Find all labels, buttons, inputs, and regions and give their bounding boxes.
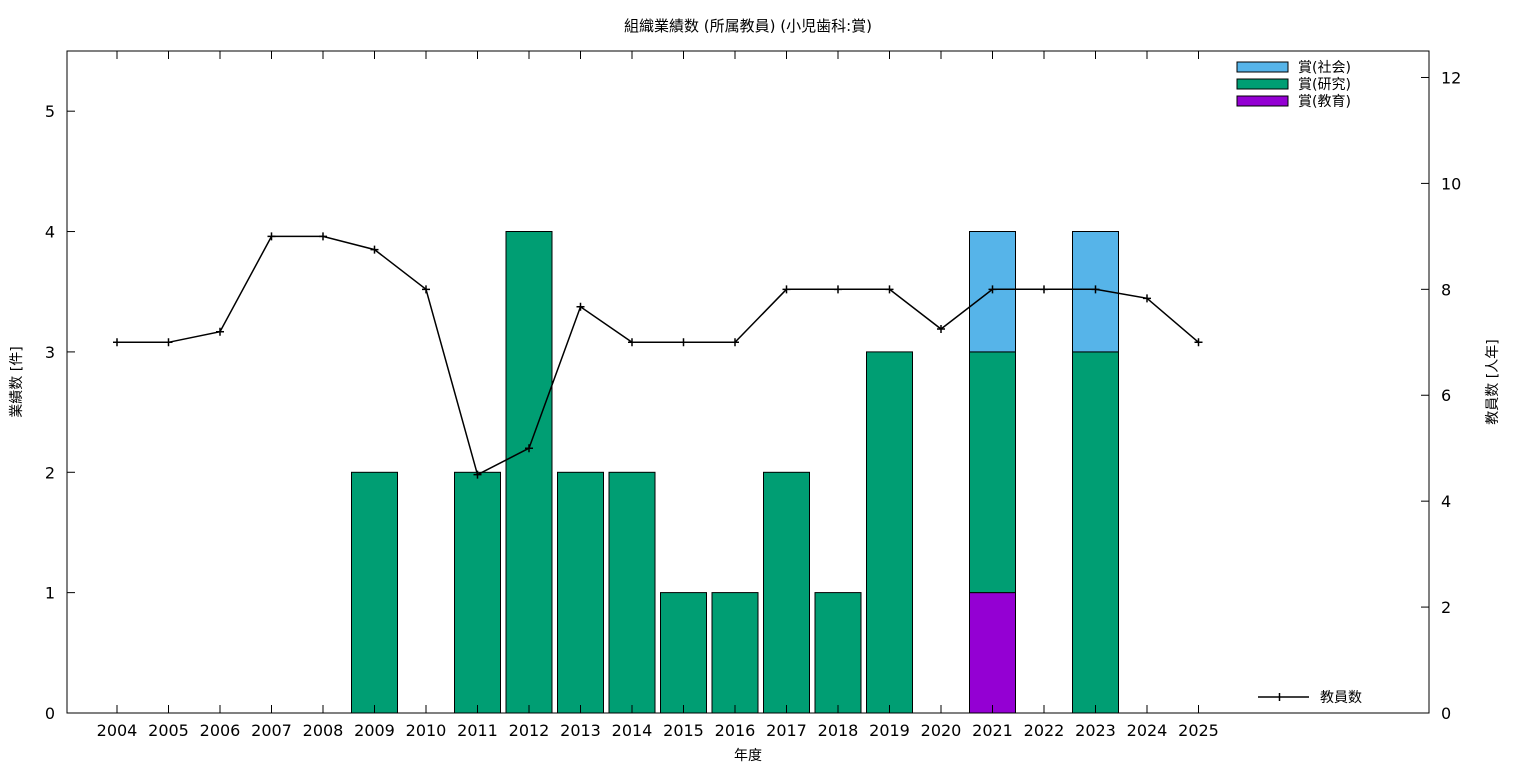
line-point-2022 <box>1040 285 1048 294</box>
line-point-2019 <box>885 285 894 294</box>
y-tick-label-3: 3 <box>45 343 55 362</box>
line-point-2005 <box>164 338 173 347</box>
line-point-2015 <box>679 338 688 347</box>
bar-2016-series-1 <box>711 592 759 714</box>
legend-swatch-2 <box>1236 95 1289 107</box>
x-tick-label-2005: 2005 <box>148 721 189 740</box>
line-point-2012 <box>525 444 533 453</box>
line-point-2008 <box>319 232 327 241</box>
bar-2014-series-1 <box>608 471 656 714</box>
x-tick-label-2019: 2019 <box>869 721 910 740</box>
y-tick-label-0: 0 <box>45 704 55 723</box>
x-tick-label-2013: 2013 <box>560 721 601 740</box>
legend-swatch-0 <box>1236 61 1289 73</box>
y2-tick-label-4: 4 <box>1441 492 1451 511</box>
line-point-2013 <box>576 302 585 311</box>
line-point-2011 <box>473 470 482 479</box>
x-tick-label-2011: 2011 <box>457 721 498 740</box>
x-tick-label-2015: 2015 <box>663 721 704 740</box>
x-tick-label-2007: 2007 <box>251 721 292 740</box>
line-point-2017 <box>782 285 791 294</box>
y2-tick-label-8: 8 <box>1441 280 1451 299</box>
bar-2019-series-1 <box>866 351 913 714</box>
y2-tick-label-6: 6 <box>1441 386 1451 405</box>
legend-label-1: 賞(研究) <box>1298 77 1351 93</box>
bar-2021-series-1 <box>969 351 1016 594</box>
x-tick-label-2010: 2010 <box>406 721 447 740</box>
line-point-2025 <box>1194 338 1203 347</box>
legend-label-2: 賞(教育) <box>1298 94 1351 110</box>
line-point-2024 <box>1143 294 1151 303</box>
line-point-2021 <box>988 285 997 294</box>
bar-2015-series-1 <box>660 592 707 714</box>
bar-2012-series-1 <box>505 231 553 714</box>
legend: 賞(社会)賞(研究)賞(教育) 教員数 <box>1236 60 1362 706</box>
x-tick-label-2006: 2006 <box>200 721 241 740</box>
line-point-2010 <box>422 285 430 294</box>
x-tick-label-2020: 2020 <box>921 721 962 740</box>
legend-label-0: 賞(社会) <box>1298 60 1351 76</box>
x-axis-label: 年度 <box>734 748 762 764</box>
y2-tick-label-10: 10 <box>1441 174 1461 193</box>
y-tick-label-2: 2 <box>45 463 55 482</box>
plot-frame <box>66 50 1430 714</box>
y2-axis-label: 教員数 [人年] <box>1485 339 1501 424</box>
x-tick-label-2017: 2017 <box>766 721 807 740</box>
x-tick-label-2021: 2021 <box>972 721 1013 740</box>
x-tick-label-2022: 2022 <box>1024 721 1065 740</box>
bar-2018-series-1 <box>814 592 862 714</box>
bar-2017-series-1 <box>763 471 810 714</box>
x-tick-label-2014: 2014 <box>612 721 653 740</box>
x-tick-label-2023: 2023 <box>1075 721 1116 740</box>
bars-layer <box>351 231 1119 714</box>
y2-tick-label-2: 2 <box>1441 598 1451 617</box>
y-tick-label-4: 4 <box>45 223 55 242</box>
line-point-2006 <box>216 327 224 336</box>
line-series-path <box>117 235 1199 476</box>
x-tick-label-2008: 2008 <box>303 721 344 740</box>
x-tick-label-2012: 2012 <box>509 721 550 740</box>
line-point-2007 <box>267 232 276 241</box>
line-point-2020 <box>937 325 945 334</box>
x-tick-label-2024: 2024 <box>1127 721 1168 740</box>
legend-line-label: 教員数 <box>1320 690 1362 706</box>
legend-swatch-1 <box>1236 78 1289 90</box>
bar-2011-series-1 <box>454 471 501 714</box>
line-point-2018 <box>834 285 842 294</box>
y-tick-label-1: 1 <box>45 584 55 603</box>
x-tick-label-2018: 2018 <box>818 721 859 740</box>
line-point-2009 <box>370 245 379 254</box>
line-point-2023 <box>1091 285 1100 294</box>
y-tick-label-5: 5 <box>45 102 55 121</box>
bar-2013-series-1 <box>557 471 604 714</box>
bar-2023-series-1 <box>1072 351 1119 714</box>
bar-2021-series-0 <box>969 592 1016 714</box>
line-point-2004 <box>113 338 121 347</box>
y2-tick-label-0: 0 <box>1441 704 1451 723</box>
x-tick-label-2025: 2025 <box>1178 721 1219 740</box>
chart-title: 組織業績数 (所属教員) (小児歯科:賞) <box>624 17 872 35</box>
line-layer <box>113 232 1203 479</box>
y-axis-label: 業績数 [件] <box>9 346 25 417</box>
x-tick-label-2004: 2004 <box>97 721 138 740</box>
y2-tick-label-12: 12 <box>1441 68 1461 87</box>
bar-2009-series-1 <box>351 471 398 714</box>
line-point-2016 <box>731 338 739 347</box>
line-point-2014 <box>628 338 636 347</box>
x-tick-label-2016: 2016 <box>715 721 756 740</box>
x-tick-label-2009: 2009 <box>354 721 395 740</box>
